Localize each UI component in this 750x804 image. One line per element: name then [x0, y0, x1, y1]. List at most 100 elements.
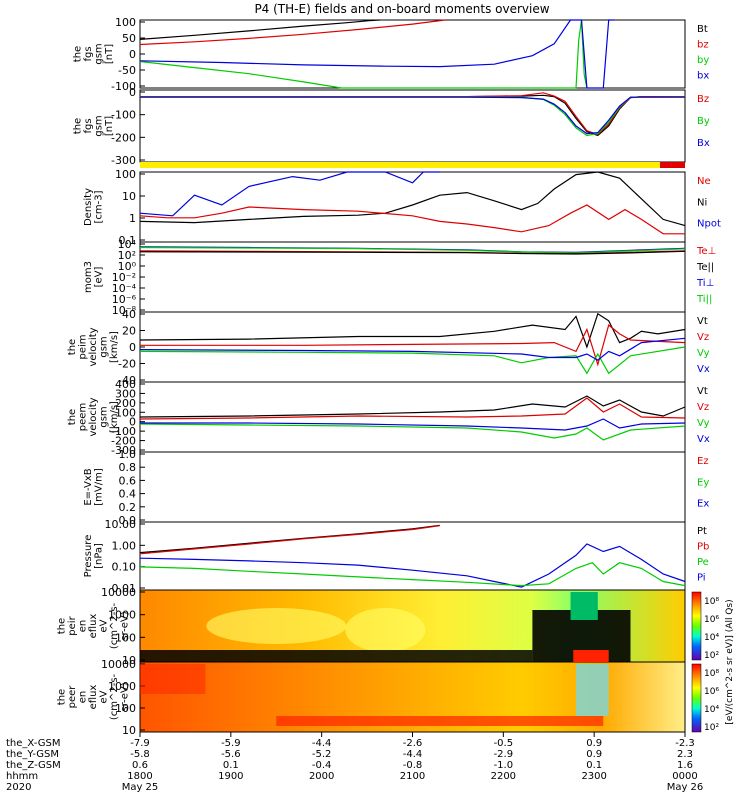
ylabel-line: Density	[83, 188, 94, 226]
ytick-label: 10	[122, 654, 136, 667]
ylabel: thepeerenefluxeV(cm^2-s-sr-eV)	[57, 673, 131, 720]
colorbar	[691, 663, 702, 733]
ytick-label: 10⁻⁴	[112, 282, 137, 295]
ytick-label: 10⁻⁸	[112, 304, 137, 317]
ylabel-line: en	[78, 620, 89, 633]
ytick-label: 0.2	[119, 501, 137, 514]
xtick-label: 0.6	[132, 760, 148, 771]
xtick-label: 0.9	[586, 749, 602, 760]
peir-lowband	[140, 650, 533, 662]
series-peim-2	[139, 346, 686, 375]
panel-frame	[139, 19, 686, 89]
ylabel-line: gsm	[99, 336, 110, 357]
panel-efield: 1.00.80.60.40.20.0 E=-VxB[mV/m] Ez Ey Ex	[83, 448, 710, 527]
ylabel: E=-VxB[mV/m]	[83, 468, 105, 506]
ylabel-line: velocity	[88, 397, 99, 436]
series-fgs_zoom-3	[139, 19, 615, 89]
legend-efield-0: Ez	[697, 456, 709, 467]
ylabel-line: [km/s]	[109, 331, 120, 363]
legend-pressure-0: Pt	[697, 526, 707, 537]
xtick-label: 2100	[400, 771, 425, 782]
series-moments-3	[139, 250, 686, 255]
xtick-label: 0.1	[223, 760, 239, 771]
colorbar-tick: 10⁶	[704, 615, 719, 625]
ylabel-line: the	[57, 689, 68, 705]
ytick-label: 0.4	[119, 488, 137, 501]
series-pressure-2	[139, 543, 686, 588]
ylabel-line: [nT]	[104, 116, 115, 136]
ytick-label: 100	[115, 168, 136, 181]
series-fgs_full-3	[140, 96, 685, 135]
xtick-label: -4.4	[403, 749, 423, 760]
xaxis-row-label: 2020	[6, 782, 31, 793]
ylabel-line: (cm^2-s-	[109, 673, 120, 720]
legend-moments-2: Ti⊥	[696, 278, 714, 289]
legend-fgs_zoom-0: Bt	[697, 24, 708, 35]
legend-fgs_zoom-2: by	[697, 55, 709, 66]
xtick-label: -2.9	[494, 749, 514, 760]
xtick-label: 2200	[491, 771, 516, 782]
xtick-label: -5.2	[312, 749, 332, 760]
xtick-label: -7.9	[130, 738, 150, 749]
ytick-label: 20	[122, 325, 136, 338]
colorbar	[691, 591, 702, 661]
ylabel: thepeimvelocitygsm[km/s]	[67, 327, 120, 366]
ylabel-line: the	[72, 46, 83, 62]
ytick-label: 0.8	[119, 461, 137, 474]
ytick-label: 10⁻⁶	[112, 293, 137, 306]
chart-title: P4 (TH-E) fields and on-board moments ov…	[254, 2, 549, 16]
legend-density-0: Ne	[697, 176, 711, 187]
series-pressure-0	[139, 524, 440, 554]
legend-density-2: Npot	[697, 219, 721, 230]
ylabel-line: gsm	[93, 43, 104, 64]
ylabel: thepeemvelocitygsm[km/s]	[67, 397, 120, 436]
xtick-label: -5.8	[130, 749, 150, 760]
legend-peem-1: Vz	[697, 402, 709, 413]
peir-feature	[206, 608, 347, 644]
colorbar-tick: 10⁸	[704, 597, 719, 607]
series-fgs_zoom-0	[139, 19, 380, 40]
ytick-label: -20	[118, 358, 136, 371]
legend-fgs_zoom-3: bx	[697, 71, 709, 82]
legend-pressure-2: Pe	[697, 557, 709, 568]
series-peem-1	[139, 397, 686, 420]
ylabel-line: en	[78, 691, 89, 704]
legend-fgs_full-2: Bx	[697, 138, 710, 149]
colorbar-label: [eV/(cm^2-s sr eV)] (All Qs)	[725, 599, 735, 724]
xtick-label: -4.4	[312, 738, 332, 749]
ytick-label: 10000	[101, 586, 136, 599]
status-bar-yellow	[140, 162, 660, 168]
colorbar-tick: 10⁸	[704, 669, 719, 679]
xtick-label: -2.6	[403, 738, 423, 749]
ytick-label: 10	[122, 724, 136, 737]
ylabel-line: peim	[78, 334, 89, 359]
xtick-label: 1900	[218, 771, 243, 782]
legend-density-1: Ni	[697, 197, 707, 208]
colorbar-tick: 10⁴	[704, 633, 719, 643]
ytick-label: 300	[115, 387, 136, 400]
ytick-label: -100	[111, 80, 136, 93]
ylabel-line: gsm	[99, 406, 110, 427]
ytick-label: 100	[115, 702, 136, 715]
ytick-label: 40	[122, 308, 136, 321]
legend-peim-0: Vt	[697, 316, 708, 327]
ylabel: thefgsgsm[nT]	[72, 115, 115, 136]
peir-feature	[345, 608, 426, 652]
ytick-label: -200	[111, 131, 136, 144]
ytick-label: 10000	[101, 658, 136, 671]
ylabel-line: peer	[67, 685, 78, 709]
legend-efield-1: Ey	[697, 477, 709, 488]
ytick-label: 10.00	[105, 518, 137, 531]
series-peem-3	[140, 418, 686, 431]
ylabel-line: mom3	[83, 261, 94, 293]
ytick-label: 400	[115, 378, 136, 391]
legend-fgs_zoom-1: bz	[697, 40, 709, 51]
legend-fgs_full-0: Bz	[697, 94, 709, 105]
ytick-label: 0.01	[112, 582, 137, 595]
ytick-label: 100	[115, 631, 136, 644]
ytick-label: 1.00	[112, 539, 137, 552]
legend-moments-3: Ti||	[696, 294, 712, 305]
ylabel-line: peir	[67, 615, 78, 635]
xtick-label: 2.3	[677, 749, 693, 760]
